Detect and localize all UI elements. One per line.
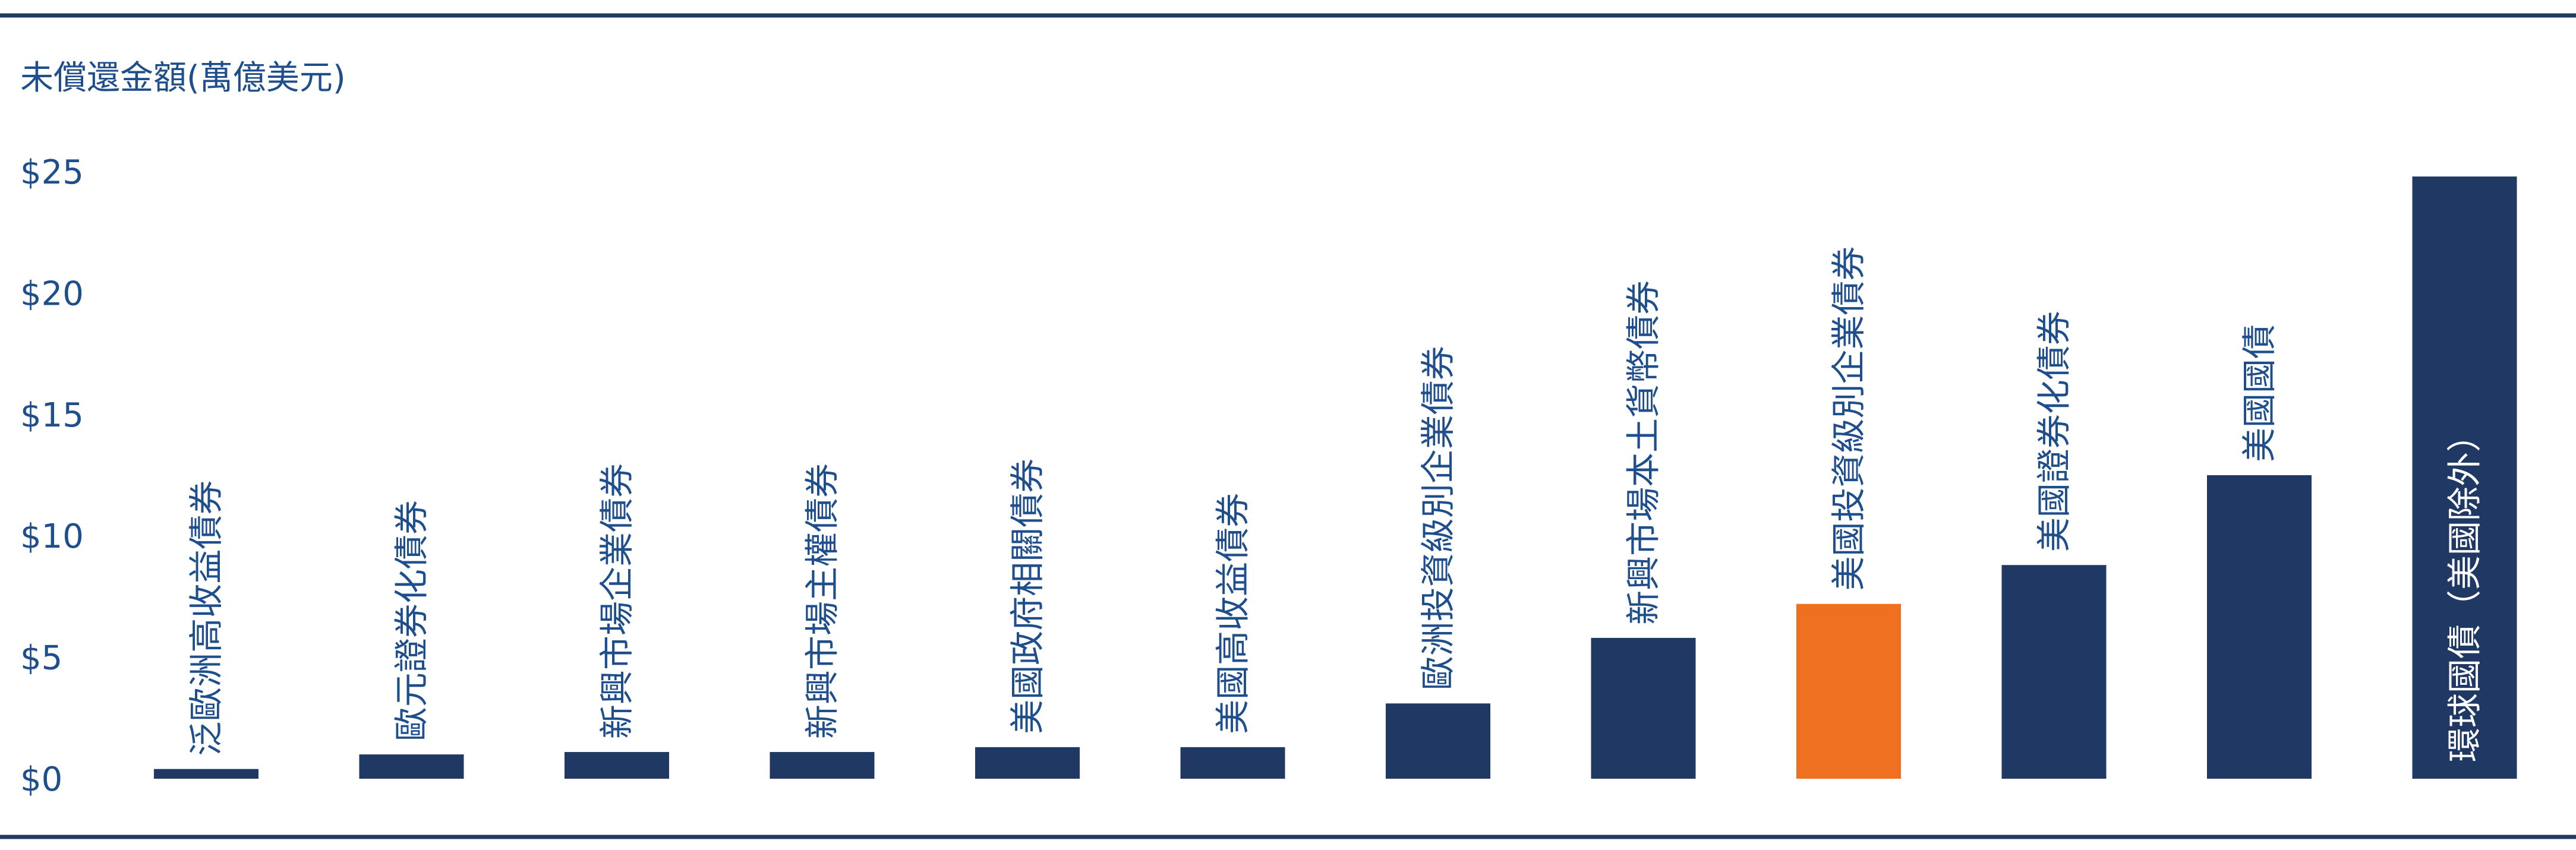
bar: [770, 752, 875, 779]
bar-label: 美國投資級別企業債券: [1828, 247, 1869, 591]
bar-labels: 泛歐洲高收益債券 歐元證券化債券 新興市場企業債券 新興市場主權債券 美國政府相關債券 美…: [186, 247, 2485, 762]
y-axis-title: 未償還金額(萬億美元): [20, 59, 346, 97]
bar: [2412, 176, 2517, 779]
y-axis-ticks: $0 $5 $10 $15 $20 $25: [20, 153, 84, 799]
bar-label: 新興市場企業債券: [597, 463, 637, 739]
bars: [154, 176, 2517, 779]
bar: [565, 752, 669, 779]
y-tick-label: $15: [20, 396, 84, 435]
y-tick-label: $25: [20, 153, 84, 192]
bar: [2207, 475, 2312, 779]
bar: [1386, 703, 1490, 779]
bar: [2001, 565, 2107, 779]
bar: [359, 754, 464, 779]
y-tick-label: $20: [20, 274, 84, 313]
bar: [975, 747, 1080, 779]
bar-label: 新興市場主權債券: [802, 463, 843, 739]
bar-label: 新興市場本土貨幣債券: [1623, 280, 1664, 625]
bar: [154, 769, 258, 779]
y-tick-label: $5: [20, 639, 62, 678]
bar-label: 美國政府相關債券: [1007, 459, 1048, 734]
bar-label: 美國國債: [2239, 324, 2279, 462]
y-tick-label: $10: [20, 517, 84, 556]
bar-label: 歐洲投資級別企業債券: [1418, 346, 1458, 690]
bar: [1796, 603, 1901, 779]
y-tick-label: $0: [20, 760, 62, 799]
bar-label: 泛歐洲高收益債券: [186, 481, 226, 756]
bar-label: 環球國債（美國除外）: [2445, 418, 2485, 762]
bar: [1180, 747, 1285, 779]
bar-label: 美國證券化債券: [2034, 311, 2074, 552]
bar-label: 美國高收益債券: [1213, 493, 1253, 734]
bar: [1591, 637, 1696, 779]
bar-label: 歐元證券化債券: [392, 500, 432, 741]
